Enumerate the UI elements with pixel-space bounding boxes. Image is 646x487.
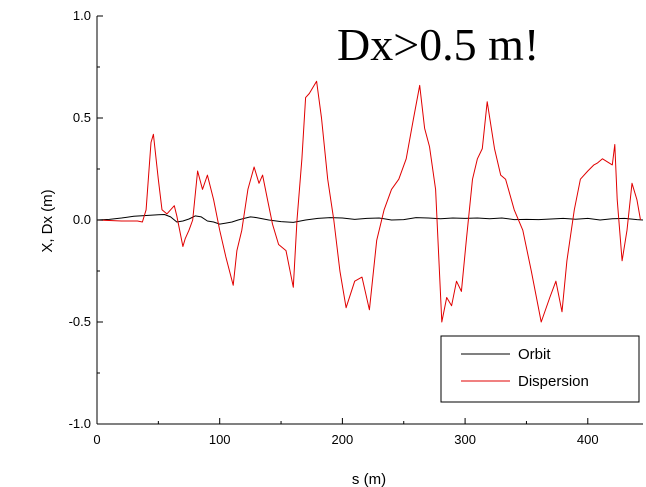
y-tick-label: -0.5 — [69, 314, 91, 329]
x-tick-label: 300 — [454, 432, 476, 447]
x-tick-label: 400 — [577, 432, 599, 447]
x-tick-label: 0 — [93, 432, 100, 447]
y-axis-title: X, Dx (m) — [39, 189, 56, 252]
y-tick-label: 0.5 — [73, 110, 91, 125]
tick-marks — [96, 15, 589, 425]
annotation-text: Dx>0.5 m! — [337, 19, 539, 70]
y-tick-label: -1.0 — [69, 416, 91, 431]
legend-label-dispersion: Dispersion — [518, 373, 589, 390]
tick-labels: -1.0 -0.5 0.0 0.5 1.0 0 100 200 300 400 — [69, 8, 599, 447]
x-tick-label: 200 — [332, 432, 354, 447]
y-tick-label: 0.0 — [73, 212, 91, 227]
y-tick-label: 1.0 — [73, 8, 91, 23]
legend-label-orbit: Orbit — [518, 346, 551, 363]
plot-area — [96, 80, 644, 323]
legend-box — [440, 335, 640, 403]
x-axis-title: s (m) — [352, 471, 386, 487]
series-line-orbit — [96, 214, 644, 225]
x-tick-label: 100 — [209, 432, 231, 447]
series-line-dispersion — [96, 80, 641, 323]
legend: Orbit Dispersion — [440, 335, 640, 403]
